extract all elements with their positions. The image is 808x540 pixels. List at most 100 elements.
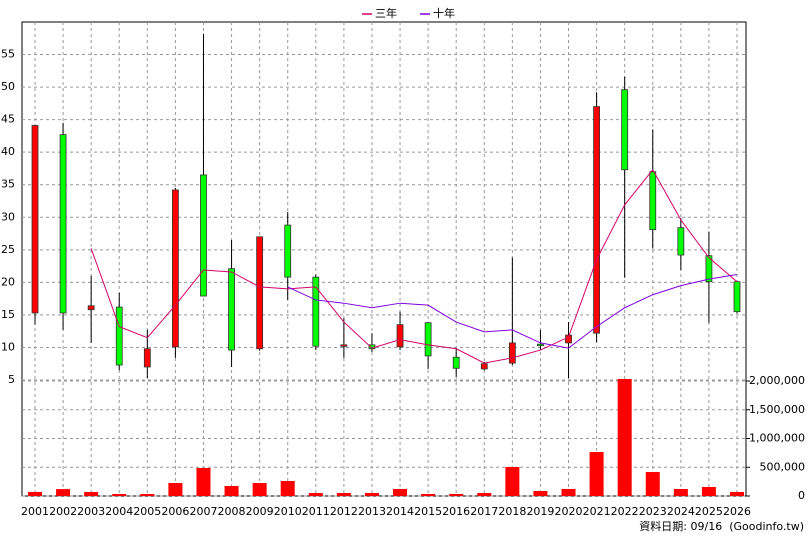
volume-bar [449, 493, 464, 496]
volume-bar [336, 493, 351, 496]
candle-body [59, 134, 67, 314]
x-tick-label: 2024 [667, 505, 695, 518]
volume-bar [364, 493, 379, 496]
x-tick-label: 2013 [358, 505, 386, 518]
volume-bar [505, 467, 520, 496]
candle-body [31, 125, 39, 314]
x-tick-label: 2015 [414, 505, 442, 518]
volume-bar [730, 491, 744, 496]
candle-body [480, 363, 488, 370]
volume-bar [477, 493, 492, 496]
x-tick-label: 2018 [498, 505, 526, 518]
volume-bar [140, 493, 155, 496]
y-tick-label: 55 [1, 48, 15, 61]
volume-bar [112, 493, 127, 496]
y-tick-label: 45 [1, 113, 15, 126]
x-tick-label: 2011 [302, 505, 330, 518]
x-tick-label: 2017 [470, 505, 498, 518]
x-tick-label: 2012 [330, 505, 358, 518]
candle-body [537, 343, 544, 347]
y-tick-label: 50 [1, 80, 15, 93]
x-tick-label: 2014 [386, 505, 414, 518]
candle-body [733, 281, 741, 313]
y2-tick-label: 0 [798, 489, 805, 502]
volume-bar [168, 483, 183, 496]
volume-bar [196, 467, 211, 496]
candle-body [705, 255, 713, 283]
x-tick-label: 2001 [21, 505, 49, 518]
candle-body [593, 106, 600, 334]
x-tick-label: 2010 [274, 505, 302, 518]
candle-body [87, 305, 95, 311]
x-tick-label: 2021 [583, 505, 611, 518]
legend-label: 三年 [375, 6, 397, 20]
candle-body [228, 268, 235, 351]
legend-label: 十年 [433, 6, 455, 20]
y2-tick-label: 1,000,000 [749, 432, 805, 445]
candle-body [649, 171, 657, 231]
candle-body [200, 174, 207, 297]
plot-frame [21, 21, 747, 497]
volume-bar [589, 452, 604, 496]
volume-bar [645, 472, 660, 496]
x-tick-label: 2022 [611, 505, 639, 518]
x-tick-label: 2008 [218, 505, 246, 518]
y-tick-label: 25 [1, 243, 15, 256]
x-tick-label: 2020 [555, 505, 583, 518]
volume-bar [617, 378, 632, 496]
x-tick-label: 2025 [695, 505, 723, 518]
x-tick-label: 2003 [77, 505, 105, 518]
volume-bar [280, 480, 295, 496]
candle-body [565, 334, 572, 344]
x-tick-label: 2023 [639, 505, 667, 518]
y-tick-label: 20 [1, 275, 15, 288]
x-tick-label: 2004 [105, 505, 133, 518]
y-tick-label: 15 [1, 308, 15, 321]
candle-body [340, 344, 348, 347]
volume-bar [56, 489, 71, 496]
y-tick-label: 5 [8, 373, 15, 386]
y-tick-label: 35 [1, 178, 15, 191]
candle-body [452, 356, 460, 369]
volume-bar [561, 488, 576, 496]
volume-bar [84, 491, 99, 496]
candle-body [424, 322, 432, 357]
candle-body [256, 236, 264, 350]
x-tick-label: 2009 [246, 505, 274, 518]
ma-line [90, 168, 738, 364]
x-tick-label: 2005 [133, 505, 161, 518]
y2-tick-label: 500,000 [760, 460, 806, 473]
volume-bar [308, 493, 323, 496]
x-tick-label: 2019 [526, 505, 554, 518]
candle-body [143, 348, 151, 368]
footnote: 資料日期: 09/16 (Goodinfo.tw) [639, 519, 804, 533]
y-tick-label: 30 [1, 210, 15, 223]
x-tick-label: 2002 [49, 505, 77, 518]
candle-body [284, 224, 292, 278]
volume-bar [393, 488, 408, 496]
candle-body [508, 342, 516, 364]
candle-body [677, 227, 685, 256]
volume-bar [533, 490, 548, 496]
volume-bar [673, 488, 688, 496]
y-tick-label: 40 [1, 145, 15, 158]
candle-body [171, 189, 179, 348]
candle-body [621, 89, 629, 171]
volume-bar [252, 483, 267, 496]
x-tick-label: 2016 [442, 505, 470, 518]
volume-bar [28, 491, 42, 496]
candle-body [312, 276, 320, 347]
candle-body [396, 324, 404, 348]
volume-bar [224, 485, 239, 496]
y2-tick-label: 1,500,000 [749, 403, 805, 416]
volume-bar [421, 493, 436, 496]
ma-line [287, 274, 738, 349]
volume-bar [701, 486, 716, 496]
x-tick-label: 2007 [189, 505, 217, 518]
candle-body [115, 306, 123, 366]
y2-tick-label: 2,000,000 [749, 374, 805, 387]
y-tick-label: 10 [1, 340, 15, 353]
x-tick-label: 2026 [723, 505, 751, 518]
